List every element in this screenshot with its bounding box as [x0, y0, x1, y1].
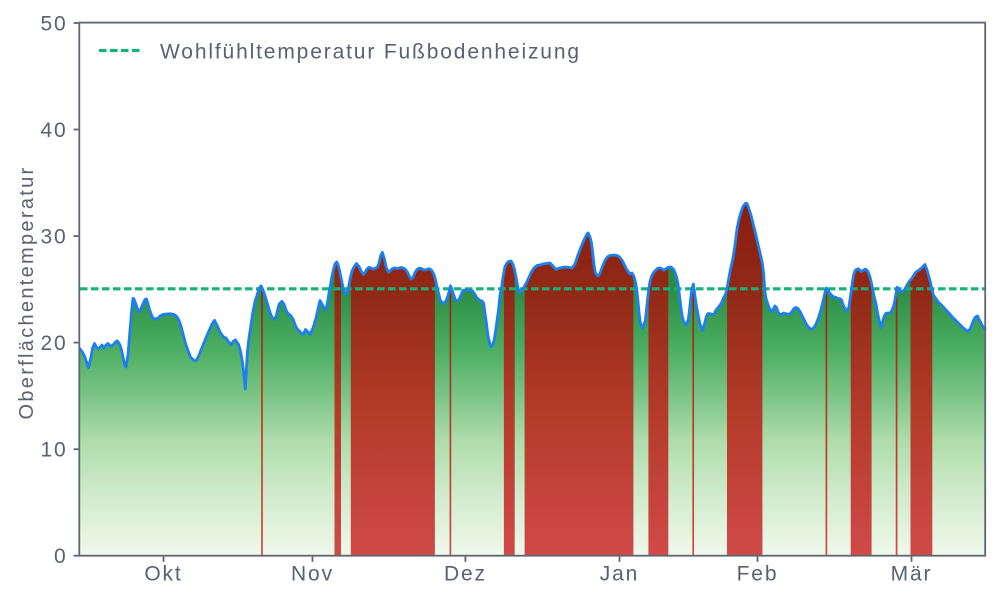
svg-text:Nov: Nov — [291, 563, 334, 586]
svg-text:Oberflächentemperatur: Oberflächentemperatur — [16, 166, 38, 420]
svg-text:Mär: Mär — [891, 563, 933, 586]
svg-text:10: 10 — [40, 439, 67, 462]
svg-text:20: 20 — [40, 332, 67, 355]
svg-text:Jan: Jan — [600, 563, 639, 586]
svg-text:Okt: Okt — [144, 563, 182, 586]
svg-text:Dez: Dez — [444, 563, 487, 586]
svg-text:Feb: Feb — [737, 563, 779, 586]
svg-text:30: 30 — [40, 226, 67, 249]
svg-text:0: 0 — [54, 545, 68, 568]
svg-text:Wohlfühltemperatur Fußbodenhei: Wohlfühltemperatur Fußbodenheizung — [160, 41, 581, 64]
svg-text:40: 40 — [40, 119, 67, 142]
svg-text:50: 50 — [40, 13, 67, 36]
